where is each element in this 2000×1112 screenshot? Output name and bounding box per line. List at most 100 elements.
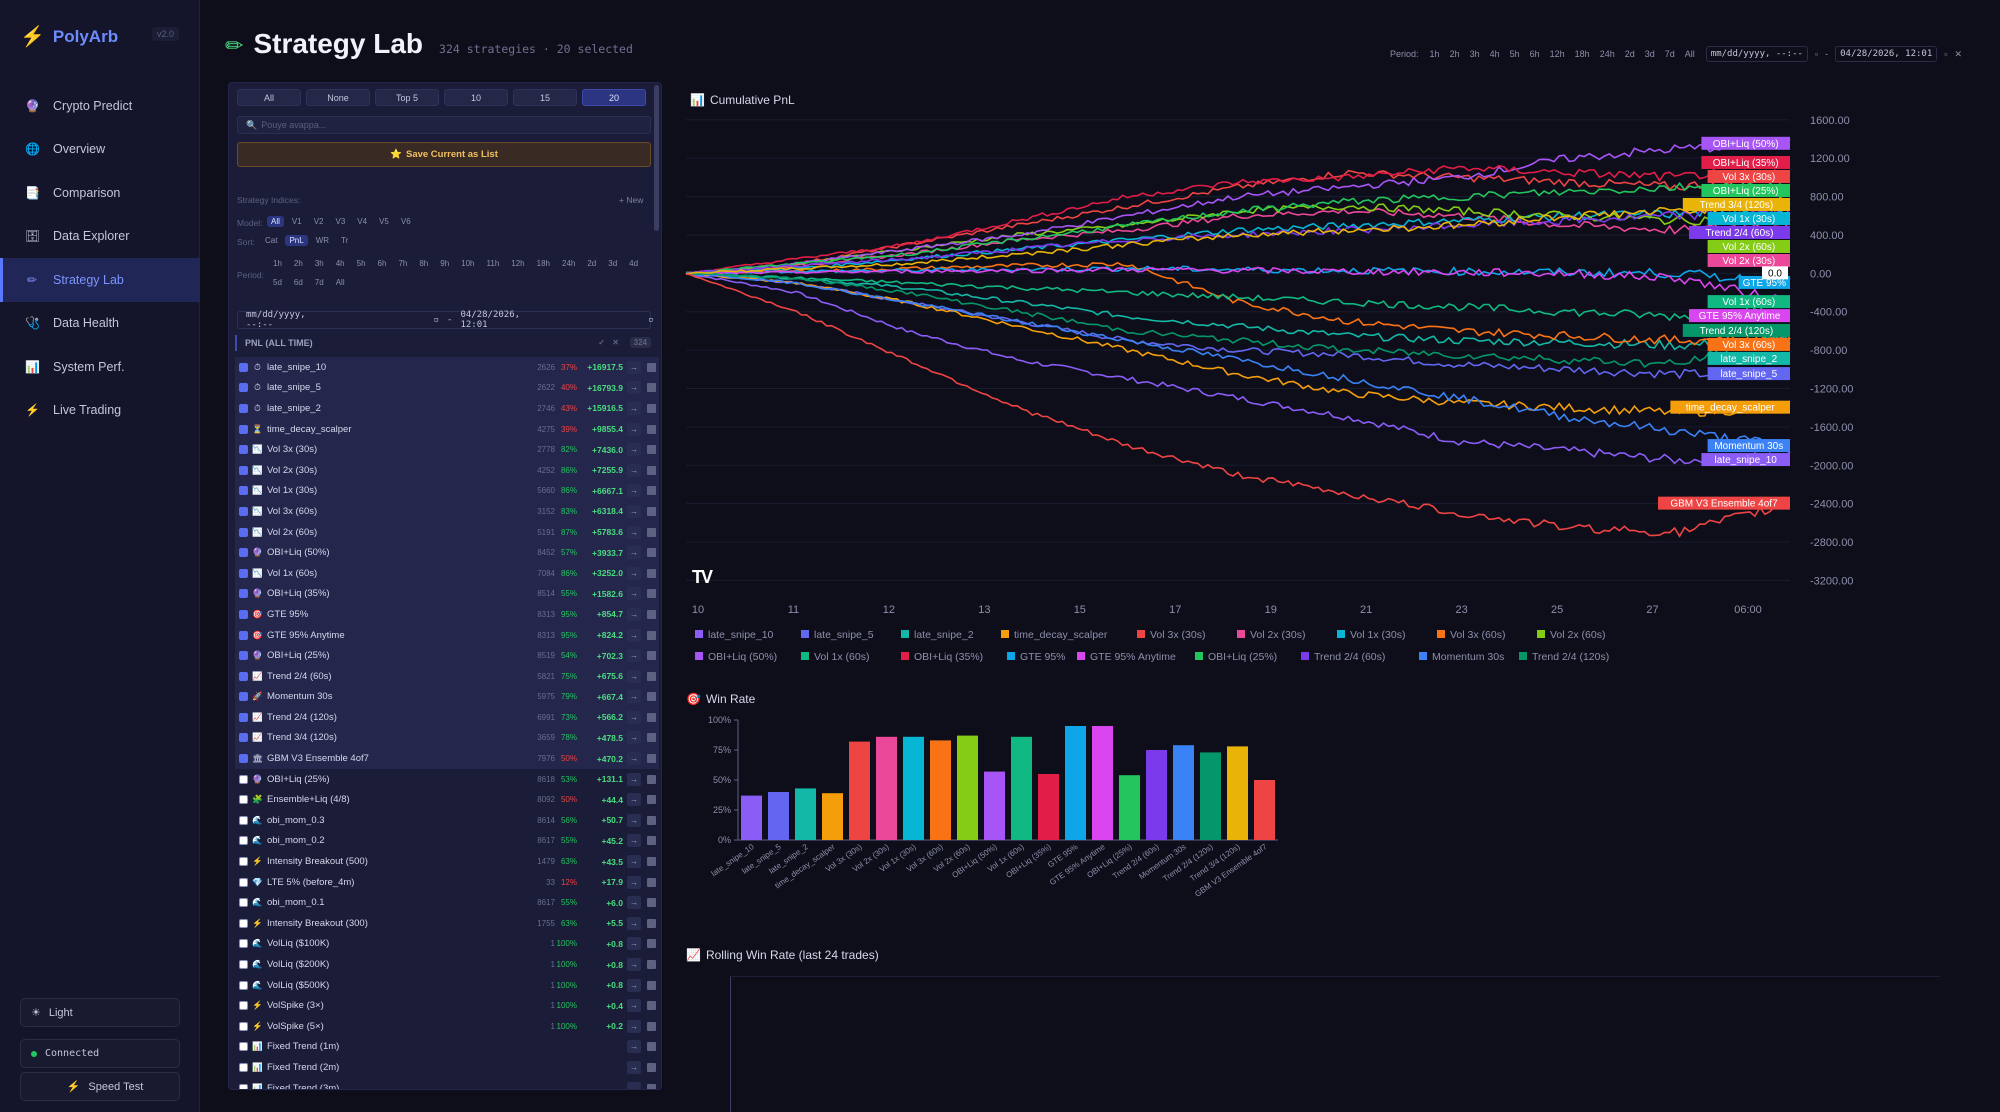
period-chip[interactable]: 2h xyxy=(1449,49,1460,59)
periods1-chip[interactable]: 5h xyxy=(356,259,366,268)
row-menu-icon[interactable] xyxy=(647,589,656,599)
rolling-win-rate-chart[interactable] xyxy=(730,976,1940,1112)
row-menu-icon[interactable] xyxy=(647,403,656,413)
strategy-row[interactable]: 🌊 obi_mom_0.1 8617 55% +6.0 → xyxy=(235,892,659,913)
row-checkbox[interactable] xyxy=(239,609,248,619)
periods1-chip[interactable]: 4d xyxy=(629,259,639,268)
win-rate-bar[interactable] xyxy=(1200,752,1221,840)
panel-scrollbar[interactable] xyxy=(654,85,659,231)
strategy-row[interactable]: 📉 Vol 3x (60s) 3152 83% +6318.4 → xyxy=(235,501,659,522)
end-date-input[interactable]: 04/28/2026, 12:01 xyxy=(1835,46,1938,62)
row-menu-icon[interactable] xyxy=(647,1062,656,1072)
nav-item-comparison[interactable]: 📑 Comparison xyxy=(0,171,200,215)
pnl-series-line[interactable] xyxy=(685,138,1791,275)
row-checkbox[interactable] xyxy=(239,692,248,702)
open-arrow-icon[interactable]: → xyxy=(627,587,641,601)
legend-item[interactable]: late_snipe_10 xyxy=(708,629,774,641)
open-arrow-icon[interactable]: → xyxy=(627,360,641,374)
open-arrow-icon[interactable]: → xyxy=(627,566,641,580)
legend-item[interactable]: Vol 2x (60s) xyxy=(1550,629,1605,641)
row-checkbox[interactable] xyxy=(239,898,248,908)
row-menu-icon[interactable] xyxy=(647,1083,656,1089)
row-menu-icon[interactable] xyxy=(647,815,656,825)
row-menu-icon[interactable] xyxy=(647,651,656,661)
pnl-series-line[interactable] xyxy=(685,272,1791,380)
periods1-chip[interactable]: 2d xyxy=(587,259,597,268)
row-checkbox[interactable] xyxy=(239,960,248,970)
win-rate-bar[interactable] xyxy=(957,735,978,840)
row-checkbox[interactable] xyxy=(239,424,248,434)
periods1-chip[interactable]: 7h xyxy=(398,259,408,268)
legend-item[interactable]: Momentum 30s xyxy=(1432,651,1504,663)
strategy-row[interactable]: 🌊 obi_mom_0.3 8614 56% +50.7 → xyxy=(235,810,659,831)
row-menu-icon[interactable] xyxy=(647,877,656,887)
periods2-chip[interactable]: 6d xyxy=(293,278,303,287)
model-chip[interactable]: V1 xyxy=(291,217,302,226)
strategy-row[interactable]: 📈 Trend 3/4 (120s) 3659 78% +478.5 → xyxy=(235,727,659,749)
pnl-series-line[interactable] xyxy=(685,196,1791,275)
open-arrow-icon[interactable]: → xyxy=(627,937,641,951)
calendar-icon[interactable]: ▫ xyxy=(1814,49,1819,59)
strategy-row[interactable]: 🌊 VolLiq ($100K) 1 100% +0.8 → xyxy=(235,934,659,955)
periods2-chip[interactable]: 7d xyxy=(314,278,324,287)
row-menu-icon[interactable] xyxy=(647,898,656,908)
nav-item-overview[interactable]: 🌐 Overview xyxy=(0,128,200,172)
strategy-row[interactable]: 🔮 OBI+Liq (25%) 8519 54% +702.3 → xyxy=(235,645,659,666)
nav-item-data-health[interactable]: 🩺 Data Health xyxy=(0,302,200,346)
row-menu-icon[interactable] xyxy=(647,383,656,393)
row-checkbox[interactable] xyxy=(239,1021,248,1031)
open-arrow-icon[interactable]: → xyxy=(627,401,641,415)
clear-icon[interactable]: ✕ xyxy=(661,315,662,325)
period-chip[interactable]: 3d xyxy=(1644,49,1655,59)
row-checkbox[interactable] xyxy=(239,1062,248,1072)
open-arrow-icon[interactable]: → xyxy=(627,669,641,683)
periods1-chip[interactable]: 2h xyxy=(293,259,303,268)
calendar-icon[interactable]: ▫ xyxy=(433,315,440,325)
sort-chip[interactable]: PnL xyxy=(285,235,308,246)
open-arrow-icon[interactable]: → xyxy=(627,916,641,930)
row-checkbox[interactable] xyxy=(239,774,248,784)
periods1-chip[interactable]: 24h xyxy=(562,259,576,268)
open-arrow-icon[interactable]: → xyxy=(627,793,641,807)
row-checkbox[interactable] xyxy=(239,795,248,805)
period-chip[interactable]: 18h xyxy=(1574,49,1590,59)
select-15-button[interactable]: 15 xyxy=(513,89,577,106)
legend-item[interactable]: Vol 2x (30s) xyxy=(1250,629,1305,641)
legend-item[interactable]: Vol 1x (60s) xyxy=(814,651,869,663)
open-arrow-icon[interactable]: → xyxy=(627,710,641,724)
strategy-row[interactable]: 📈 Trend 2/4 (120s) 6991 73% +566.2 → xyxy=(235,707,659,728)
win-rate-bar[interactable] xyxy=(984,771,1005,840)
legend-item[interactable]: OBI+Liq (35%) xyxy=(914,651,983,663)
legend-item[interactable]: OBI+Liq (50%) xyxy=(708,651,777,663)
strategy-row[interactable]: 📉 Vol 1x (60s) 7084 86% +3252.0 → xyxy=(235,562,659,584)
model-chip[interactable]: All xyxy=(267,216,284,227)
row-menu-icon[interactable] xyxy=(647,362,656,372)
strategy-row[interactable]: 🌊 obi_mom_0.2 8617 55% +45.2 → xyxy=(235,831,659,852)
periods1-chip[interactable]: 18h xyxy=(536,259,550,268)
legend-item[interactable]: GTE 95% xyxy=(1020,651,1066,663)
row-menu-icon[interactable] xyxy=(647,918,656,928)
sort-chip[interactable]: Cat xyxy=(265,236,278,245)
row-checkbox[interactable] xyxy=(239,1042,248,1052)
legend-item[interactable]: late_snipe_2 xyxy=(914,629,974,641)
theme-toggle-button[interactable]: ☀ Light xyxy=(20,998,180,1027)
model-chip[interactable]: V2 xyxy=(313,217,324,226)
row-checkbox[interactable] xyxy=(239,712,248,722)
row-menu-icon[interactable] xyxy=(647,795,656,805)
start-date-input[interactable]: mm/dd/yyyy, --:-- xyxy=(1705,46,1808,62)
nav-item-system-perf-[interactable]: 📊 System Perf. xyxy=(0,345,200,389)
periods1-chip[interactable]: 4h xyxy=(335,259,345,268)
row-checkbox[interactable] xyxy=(239,506,248,516)
row-checkbox[interactable] xyxy=(239,857,248,867)
row-menu-icon[interactable] xyxy=(647,548,656,558)
periods1-chip[interactable]: 8h xyxy=(419,259,429,268)
win-rate-bar[interactable] xyxy=(768,792,789,840)
open-arrow-icon[interactable]: → xyxy=(627,649,641,663)
strategy-row[interactable]: 🌊 VolLiq ($500K) 1 100% +0.8 → xyxy=(235,975,659,996)
strategy-row[interactable]: ⏱ late_snipe_5 2622 40% +16793.9 → xyxy=(235,377,659,399)
open-arrow-icon[interactable]: → xyxy=(627,813,641,827)
row-menu-icon[interactable] xyxy=(647,836,656,846)
strategy-row[interactable]: 🎯 GTE 95% 8313 95% +854.7 → xyxy=(235,604,659,625)
pnl-series-line[interactable] xyxy=(685,271,1791,448)
select-20-button[interactable]: 20 xyxy=(582,89,646,106)
